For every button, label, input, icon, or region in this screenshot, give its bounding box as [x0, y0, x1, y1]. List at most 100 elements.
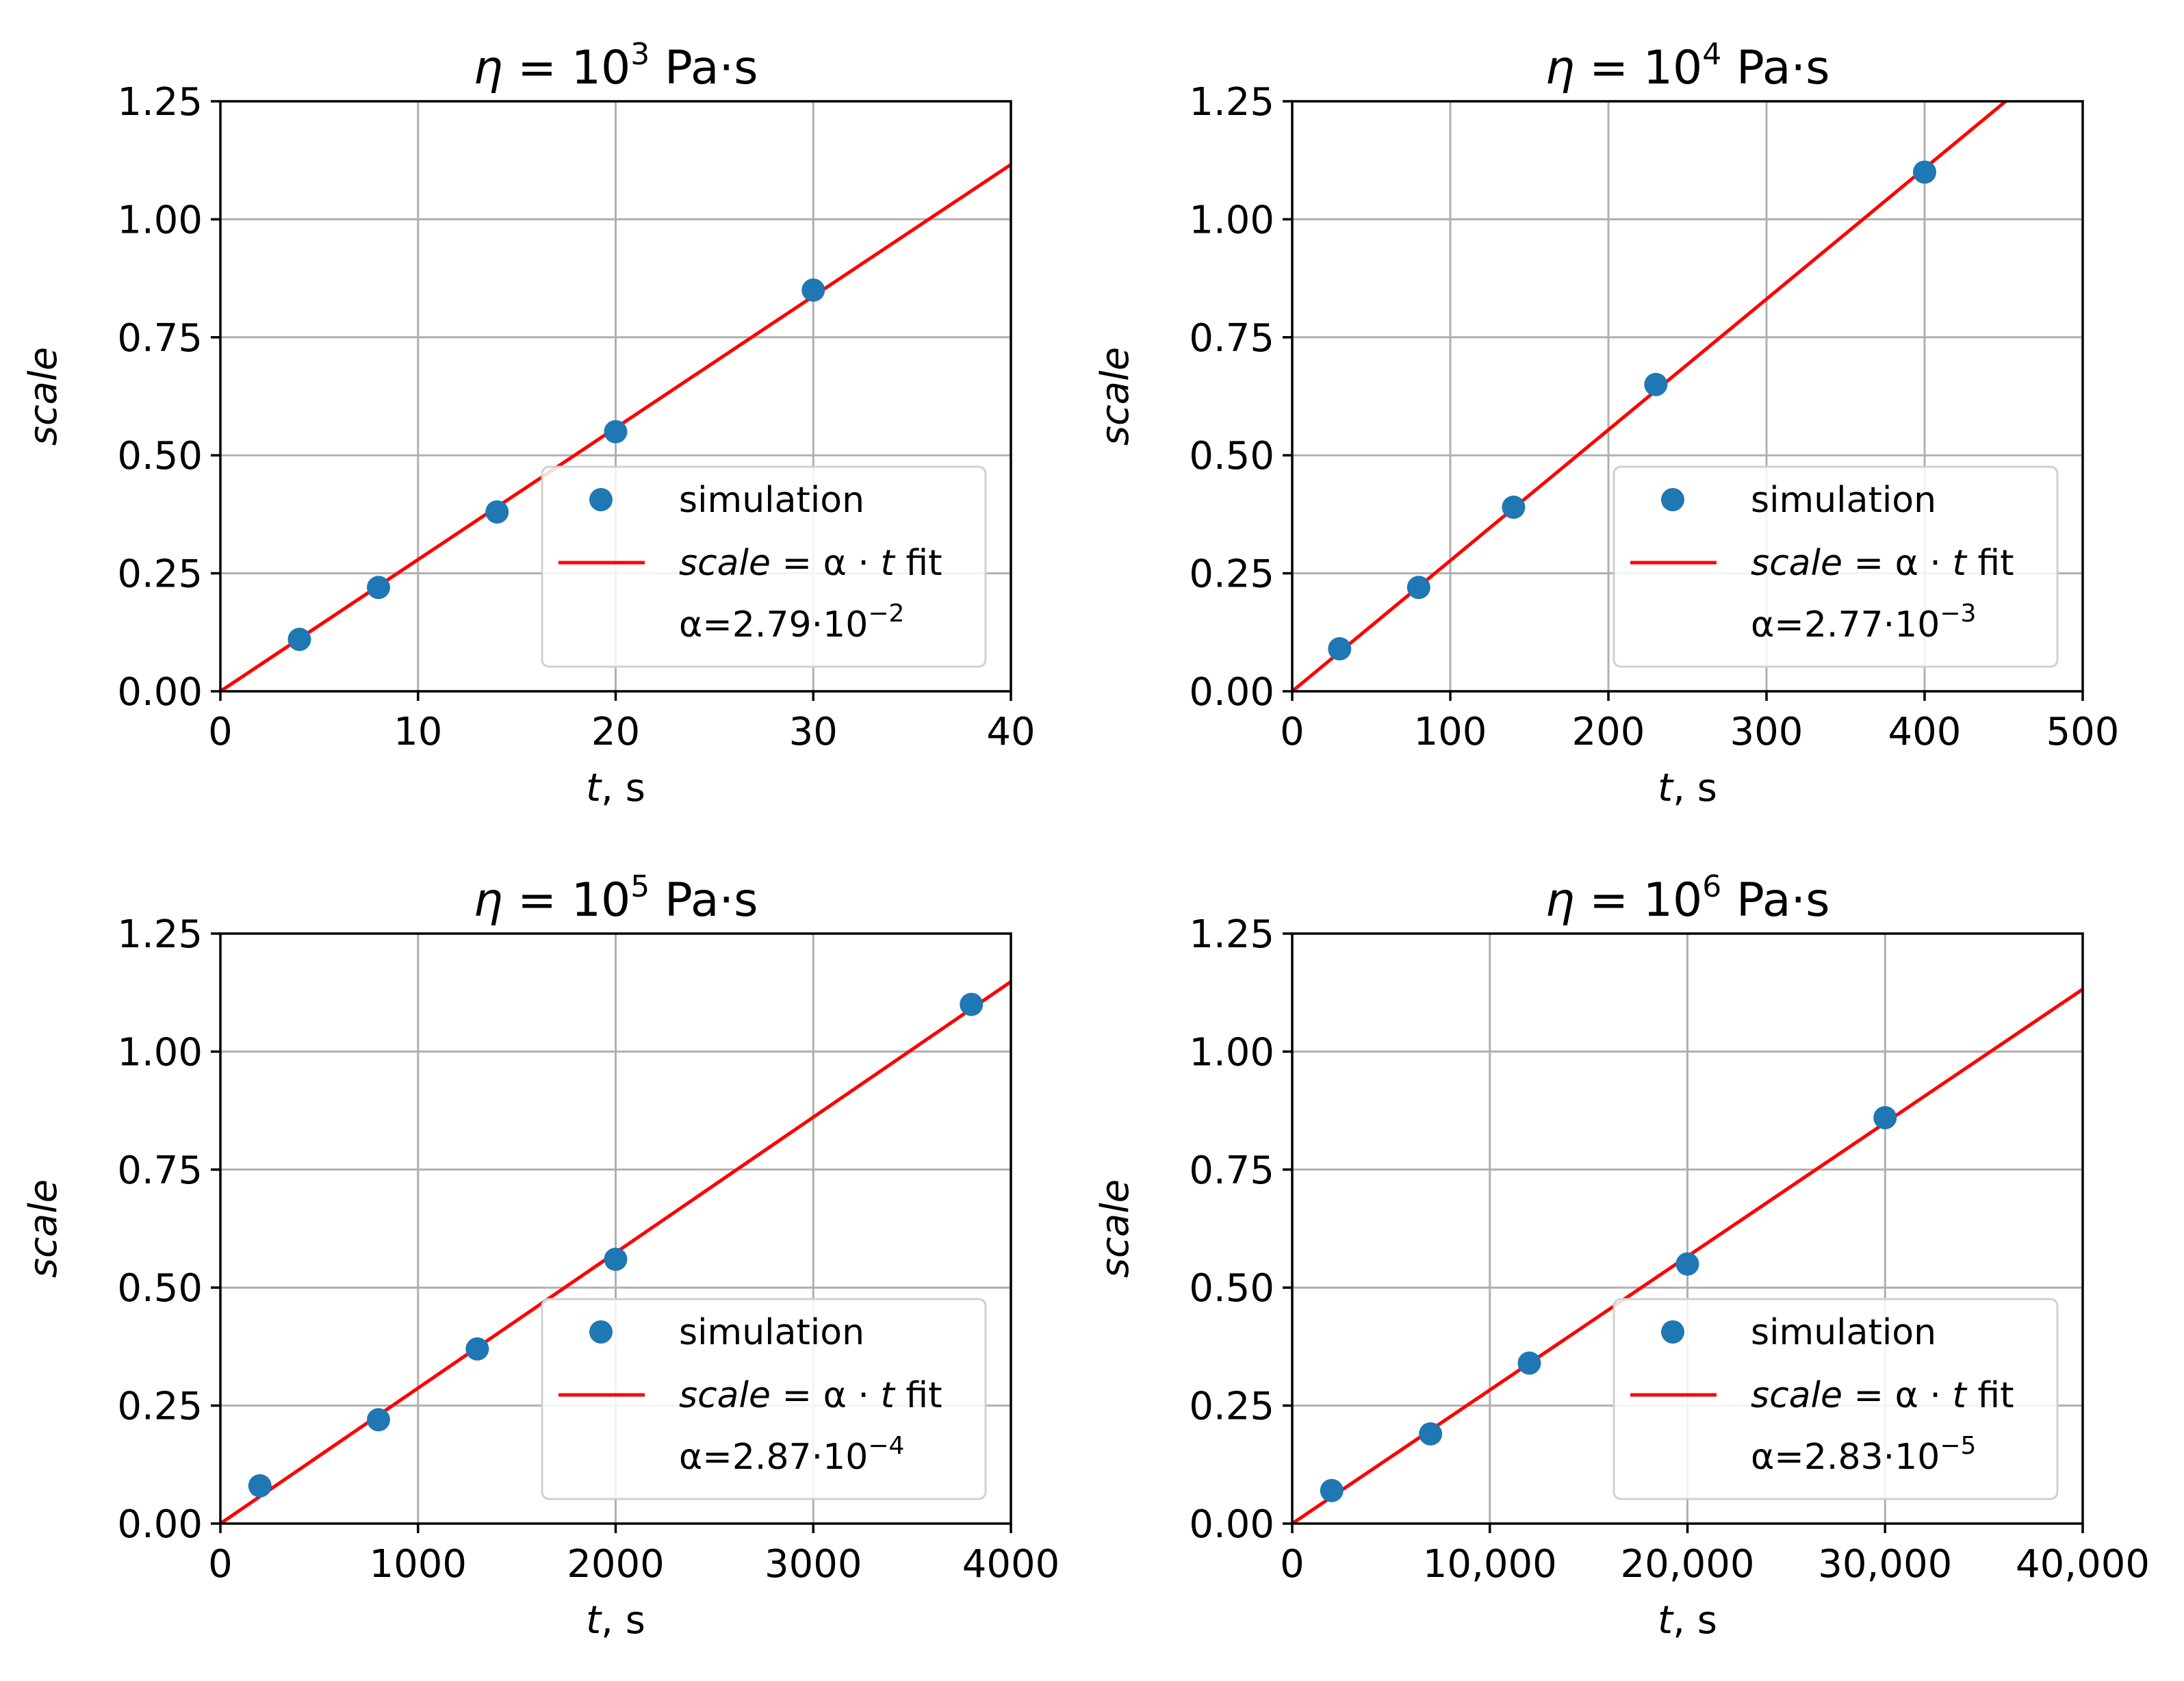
simulation-point [1419, 1422, 1443, 1446]
legend: simulation scale = α · t fit α=2.77·10−3 [1613, 465, 2059, 668]
legend-fit-label: scale = α · t fit [679, 543, 942, 584]
legend-alpha-value: α=2.87·10−4 [679, 1432, 904, 1478]
y-tick-label: 1.25 [1189, 912, 1274, 957]
legend-box [541, 465, 987, 668]
simulation-point [1517, 1351, 1541, 1375]
x-tick-label: 40 [986, 710, 1035, 754]
panel-3: 0 1000 2000 3000 4000 0.00 0.25 0.50 0.75 1.00 1.2… [21, 869, 1059, 1643]
simulation-point [604, 1247, 628, 1271]
y-axis-label: scale [21, 347, 66, 446]
y-tick-label: 0.00 [1189, 670, 1274, 715]
panel-1: 0 10 20 30 40 0.00 0.25 0.50 0.75 1.00 1.25 η = 103… [21, 37, 1036, 810]
x-tick-label: 0 [208, 1542, 233, 1587]
x-tick-label: 20 [591, 710, 640, 754]
chart-title: η = 106 Pa·s [1545, 869, 1829, 927]
x-tick-label: 30,000 [1818, 1542, 1952, 1587]
y-tick-label: 1.00 [117, 198, 203, 242]
x-tick-label: 1000 [369, 1542, 467, 1587]
y-tick-label: 0.75 [1189, 1149, 1274, 1193]
simulation-point [604, 420, 628, 444]
y-tick-label: 1.00 [1189, 1030, 1274, 1075]
x-axis-label: t, s [586, 1598, 645, 1643]
x-tick-label: 500 [2046, 710, 2120, 754]
y-tick-label: 0.50 [1189, 434, 1274, 478]
y-tick-label: 1.25 [117, 80, 203, 125]
simulation-point [1502, 496, 1526, 519]
x-tick-label: 3000 [765, 1542, 862, 1587]
x-tick-label: 100 [1414, 710, 1487, 754]
panel-2: 0 100 200 300 400 500 0.00 0.25 0.50 0.75 1.00 1.25… [1093, 37, 2119, 810]
simulation-point [1644, 372, 1668, 396]
y-tick-label: 1.25 [117, 912, 203, 957]
chart-title: η = 105 Pa·s [473, 869, 758, 927]
simulation-point [1675, 1252, 1699, 1276]
x-axis-label: t, s [1658, 1598, 1717, 1643]
legend-fit-label: scale = α · t fit [1751, 1375, 2014, 1416]
y-tick-label: 0.75 [117, 1149, 203, 1193]
x-tick-label: 2000 [567, 1542, 665, 1587]
simulation-point [1406, 576, 1430, 600]
simulation-point [287, 628, 311, 652]
x-tick-label: 30 [789, 710, 838, 754]
legend-alpha-value: α=2.79·10−2 [679, 600, 904, 645]
x-tick-label: 4000 [962, 1542, 1060, 1587]
x-tick-label: 300 [1730, 710, 1803, 754]
y-tick-label: 0.50 [1189, 1266, 1274, 1311]
legend: simulation scale = α · t fit α=2.83·10−5 [1613, 1298, 2059, 1500]
legend: simulation scale = α · t fit α=2.87·10−4 [541, 1298, 987, 1500]
legend-simulation-marker [1661, 488, 1684, 511]
x-tick-label: 20,000 [1621, 1542, 1755, 1587]
simulation-point [960, 992, 984, 1016]
y-tick-label: 0.50 [117, 434, 203, 478]
y-tick-label: 0.75 [117, 316, 203, 361]
x-tick-label: 10 [394, 710, 442, 754]
y-tick-label: 0.00 [1189, 1502, 1274, 1547]
y-tick-label: 1.25 [1189, 80, 1274, 125]
legend-alpha-value: α=2.83·10−5 [1751, 1432, 1976, 1478]
x-tick-label: 0 [1280, 1542, 1305, 1587]
legend-simulation-marker [1661, 1320, 1684, 1344]
axes-frame [1291, 100, 2084, 693]
x-axis-label: t, s [586, 766, 645, 810]
chart-title: η = 104 Pa·s [1545, 37, 1829, 95]
panel-4: 0 10,000 20,000 30,000 40,000 0.00 0.25 0.50 0.7… [1093, 869, 2150, 1643]
y-axis-label: scale [21, 1179, 66, 1278]
y-tick-label: 0.50 [117, 1266, 203, 1311]
simulation-point [801, 278, 825, 302]
y-tick-label: 0.75 [1189, 316, 1274, 361]
simulation-point [1913, 160, 1936, 184]
legend-simulation-label: simulation [1751, 1312, 1936, 1353]
legend-box [541, 1298, 987, 1500]
simulation-point [1873, 1105, 1897, 1129]
y-tick-label: 0.00 [117, 670, 203, 715]
legend: simulation scale = α · t fit α=2.79·10−2 [541, 465, 987, 668]
legend-simulation-marker [589, 488, 613, 511]
y-axis-label: scale [1093, 347, 1138, 446]
y-tick-label: 0.25 [1189, 1385, 1274, 1429]
chart-title: η = 103 Pa·s [473, 37, 758, 95]
simulation-point [367, 576, 390, 600]
legend-fit-label: scale = α · t fit [1751, 543, 2014, 584]
simulation-point [1328, 637, 1352, 660]
y-tick-label: 0.00 [117, 1502, 203, 1547]
simulation-point [485, 500, 509, 524]
x-axis-label: t, s [1658, 766, 1717, 810]
x-tick-label: 40,000 [2016, 1542, 2150, 1587]
x-tick-label: 200 [1572, 710, 1645, 754]
legend-box [1613, 465, 2059, 668]
x-tick-label: 0 [208, 710, 233, 754]
simulation-point [248, 1474, 272, 1498]
x-tick-label: 10,000 [1423, 1542, 1557, 1587]
legend-box [1613, 1298, 2059, 1500]
legend-simulation-label: simulation [679, 1312, 864, 1353]
y-tick-label: 0.25 [117, 552, 203, 597]
legend-fit-label: scale = α · t fit [679, 1375, 942, 1416]
simulation-point [1320, 1478, 1344, 1502]
y-tick-label: 1.00 [117, 1030, 203, 1075]
y-tick-label: 0.25 [1189, 552, 1274, 597]
x-tick-label: 400 [1888, 710, 1962, 754]
simulation-point [367, 1408, 390, 1432]
y-tick-label: 1.00 [1189, 198, 1274, 242]
x-tick-label: 0 [1280, 710, 1305, 754]
